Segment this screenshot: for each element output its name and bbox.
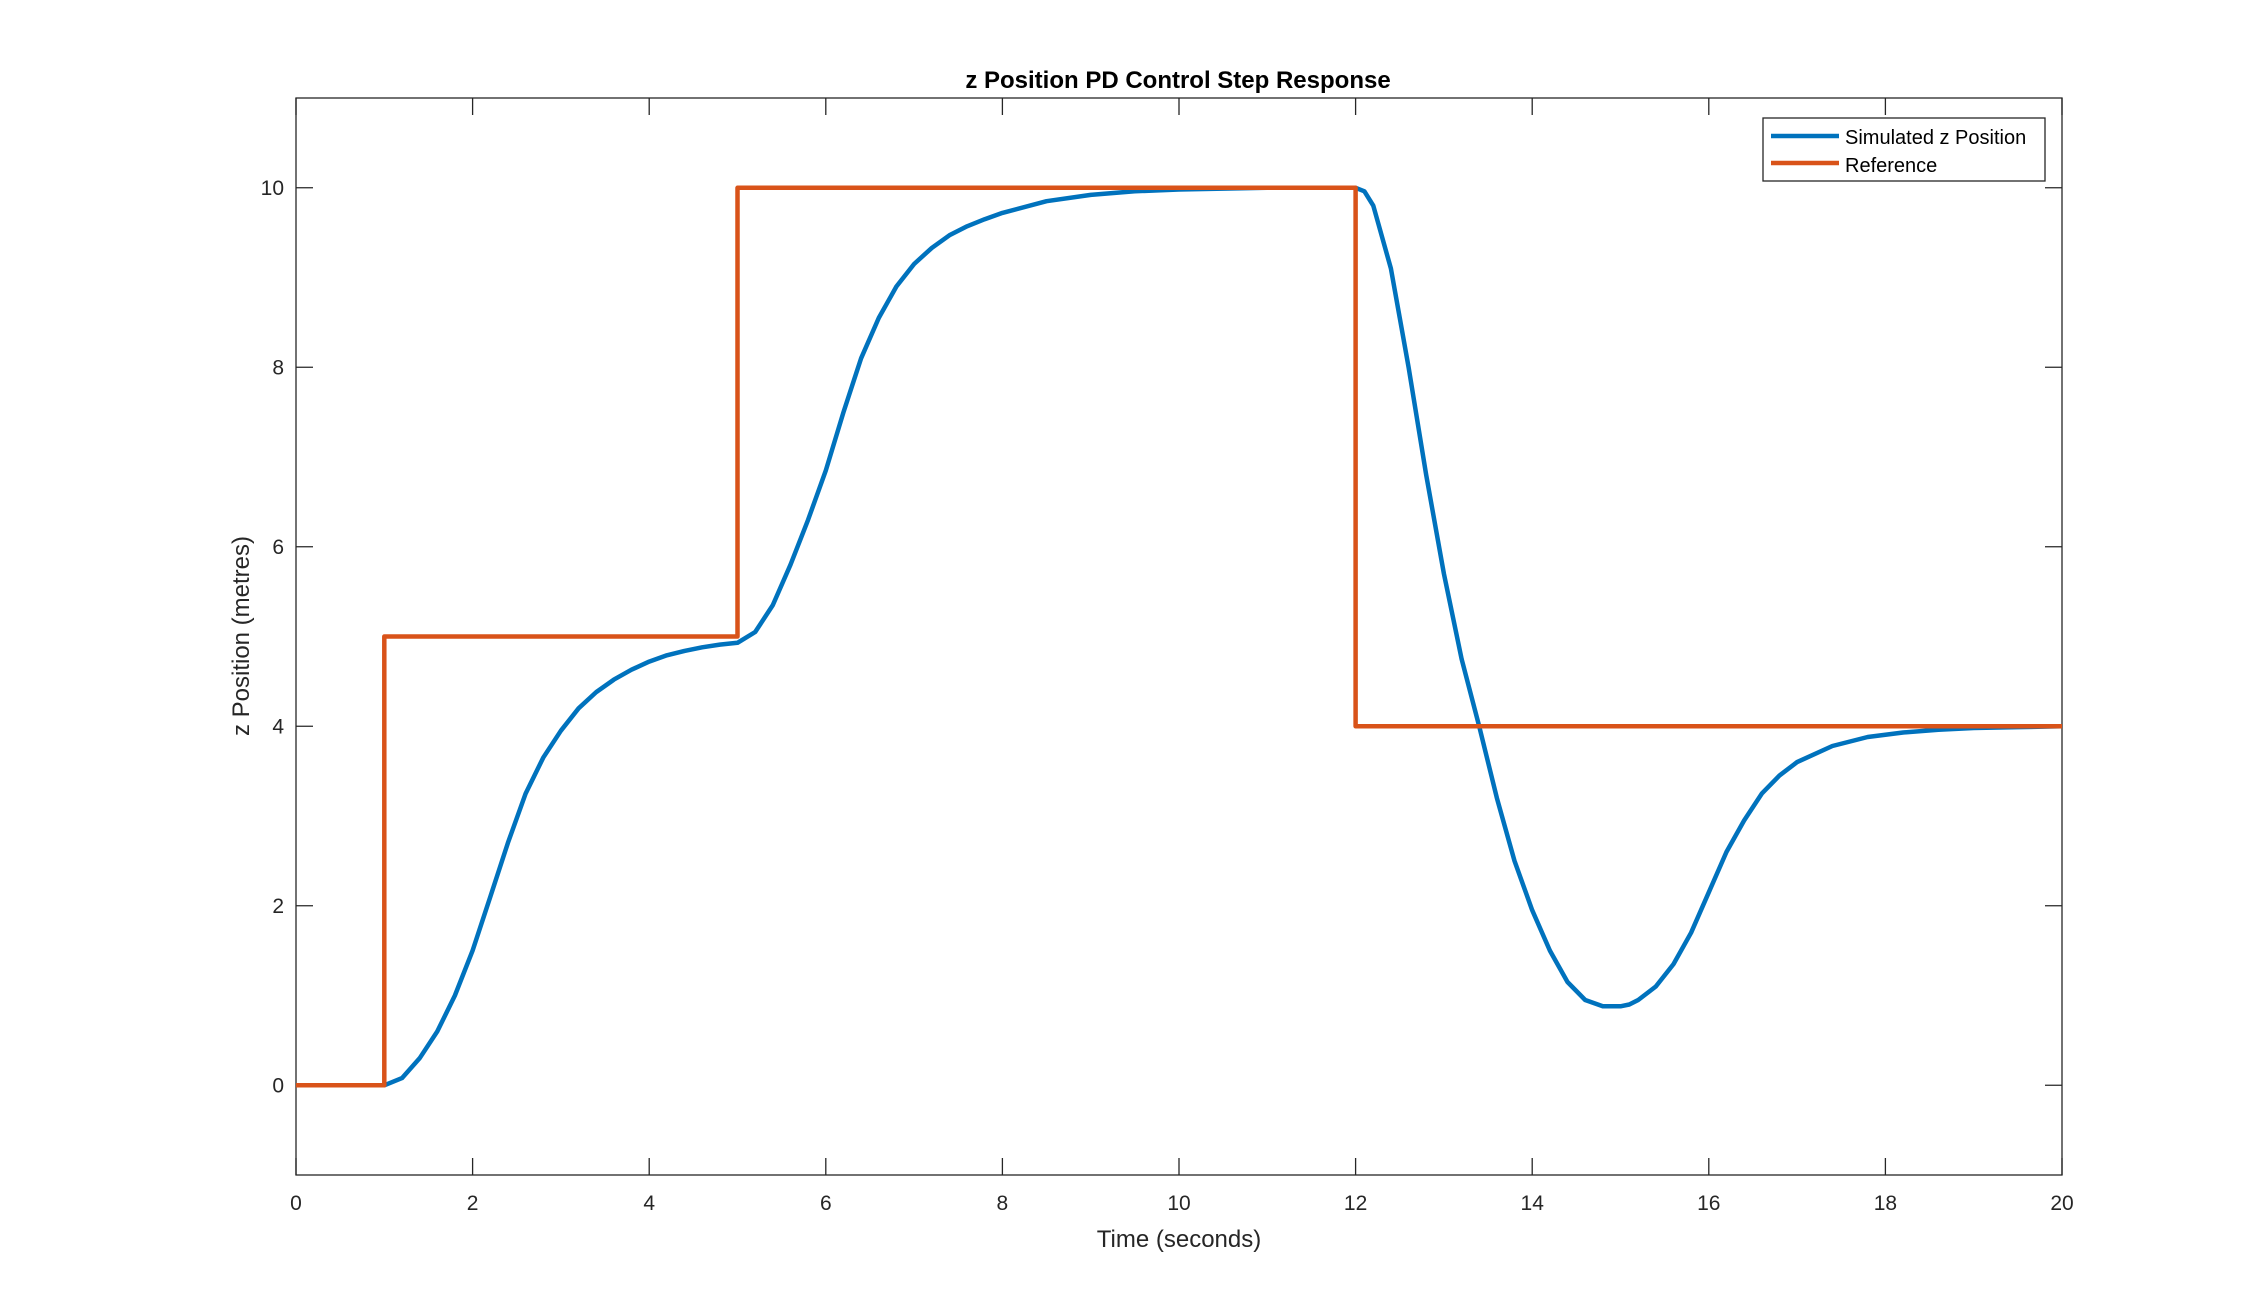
x-tick-label: 0 xyxy=(290,1192,302,1215)
legend-box xyxy=(1762,117,2046,182)
y-axis-label: z Position (metres) xyxy=(228,536,255,736)
x-axis-label: Time (seconds) xyxy=(1097,1226,1261,1253)
y-tick-label: 10 xyxy=(261,177,284,200)
tick-marks xyxy=(295,98,2063,1175)
legend-label-simulated: Simulated z Position xyxy=(1845,127,2026,149)
x-tick-label: 4 xyxy=(643,1192,655,1215)
legend: Simulated z Position Reference xyxy=(1762,117,2046,182)
x-tick-label: 6 xyxy=(820,1192,832,1215)
x-tick-label: 14 xyxy=(1521,1192,1545,1215)
series-line-reference xyxy=(296,185,2062,1088)
legend-label-reference: Reference xyxy=(1845,155,1937,177)
plot-area xyxy=(295,97,2063,1176)
y-tick-label: 4 xyxy=(272,715,284,738)
series-line-simulated xyxy=(296,185,2063,1088)
y-tick-labels: 0 2 4 6 8 10 xyxy=(261,177,285,1098)
x-tick-label: 16 xyxy=(1697,1192,1720,1215)
series-layer xyxy=(296,185,2063,1088)
x-tick-label: 18 xyxy=(1874,1192,1897,1215)
y-tick-label: 0 xyxy=(272,1074,284,1097)
y-tick-label: 8 xyxy=(272,356,284,379)
x-tick-label: 10 xyxy=(1167,1192,1190,1215)
x-tick-label: 8 xyxy=(997,1192,1009,1215)
y-tick-label: 6 xyxy=(272,536,284,559)
x-tick-label: 2 xyxy=(467,1192,479,1215)
x-tick-label: 20 xyxy=(2050,1192,2073,1215)
chart-title: z Position PD Control Step Response xyxy=(965,67,1390,94)
x-tick-labels: 0 2 4 6 8 10 12 14 16 18 20 xyxy=(290,1192,2074,1215)
y-tick-label: 2 xyxy=(272,895,284,918)
x-tick-label: 12 xyxy=(1344,1192,1367,1215)
